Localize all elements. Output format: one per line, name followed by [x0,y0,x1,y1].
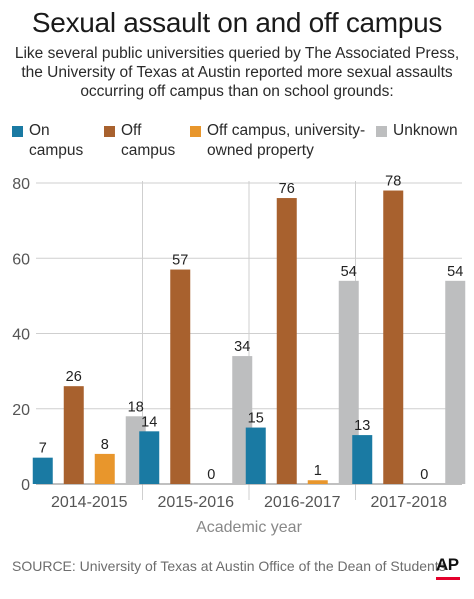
bar [32,457,53,484]
legend-swatch-university-owned [190,126,201,137]
chart-title: Sexual assault on and off campus [31,7,443,38]
x-tick-label: 2016-2017 [264,494,341,511]
bar [445,280,466,484]
bar [276,198,297,485]
bar-value-label: 18 [128,399,144,415]
bar-chart: 0 20 40 60 80 7 26 8 18 2014-2015 14 57 0 34 2015-2016… [12,174,466,536]
bar-value-label: 78 [385,174,401,190]
x-tick-label: 2014-2015 [51,494,128,511]
legend-label-line: campus [121,142,176,159]
bar-value-label: 54 [341,264,357,280]
legend-swatch-off-campus [104,126,115,137]
bar-value-label: 34 [234,339,250,355]
y-tick-label: 80 [12,176,30,193]
bar [245,427,266,484]
subtitle-line: occurring off campus than on school grou… [80,83,394,100]
chart-legend: On campus Off campus Off campus, univers… [0,121,474,167]
y-tick-label: 60 [12,251,30,268]
bar [352,435,373,484]
source-note: SOURCE: University of Texas at Austin Of… [12,558,446,574]
bar-value-label: 0 [420,467,428,483]
bar [170,269,191,484]
legend-label-university-owned: Off campus, university- owned property [207,121,365,161]
legend-swatch-on-campus [12,126,23,137]
legend-label-line: Unknown [393,122,458,139]
legend-label-off-campus: Off campus [121,121,175,161]
x-axis-title: Academic year [196,519,302,536]
bar-value-label: 1 [314,463,322,479]
x-tick-label: 2017-2018 [370,494,447,511]
bar-value-label: 14 [141,414,157,430]
bar-value-label: 57 [172,253,188,269]
legend-label-line: owned property [207,142,314,159]
bar [139,431,160,484]
bar-value-label: 76 [279,181,295,197]
bar-value-label: 13 [354,418,370,434]
legend-label-on-campus: On campus [29,121,83,161]
x-tick-label: 2015-2016 [157,494,234,511]
bar-value-label: 7 [39,441,47,457]
y-tick-label: 0 [21,477,30,494]
bar-value-label: 0 [207,467,215,483]
y-tick-label: 20 [12,402,30,419]
bar [307,480,328,484]
bar [94,453,115,484]
bar-value-label: 54 [447,264,463,280]
legend-label-unknown: Unknown [393,121,458,141]
legend-label-line: On [29,122,50,139]
ap-logo: AP [436,555,459,574]
bar [63,386,84,484]
legend-label-line: Off campus, university- [207,122,366,139]
legend-swatch-unknown [376,126,387,137]
ap-logo-underline [436,577,460,580]
subtitle-line: Like several public universities queried… [14,45,460,62]
legend-label-line: campus [29,142,84,159]
bar [383,190,404,484]
legend-label-line: Off [121,122,142,139]
bar-value-label: 15 [248,411,264,427]
y-tick-label: 40 [12,327,30,344]
bar-value-label: 8 [101,437,109,453]
bar [338,280,359,484]
chart-subtitle: Like several public universities queried… [0,44,474,101]
subtitle-line: the University of Texas at Austin report… [21,64,453,81]
bar-value-label: 26 [66,369,82,385]
